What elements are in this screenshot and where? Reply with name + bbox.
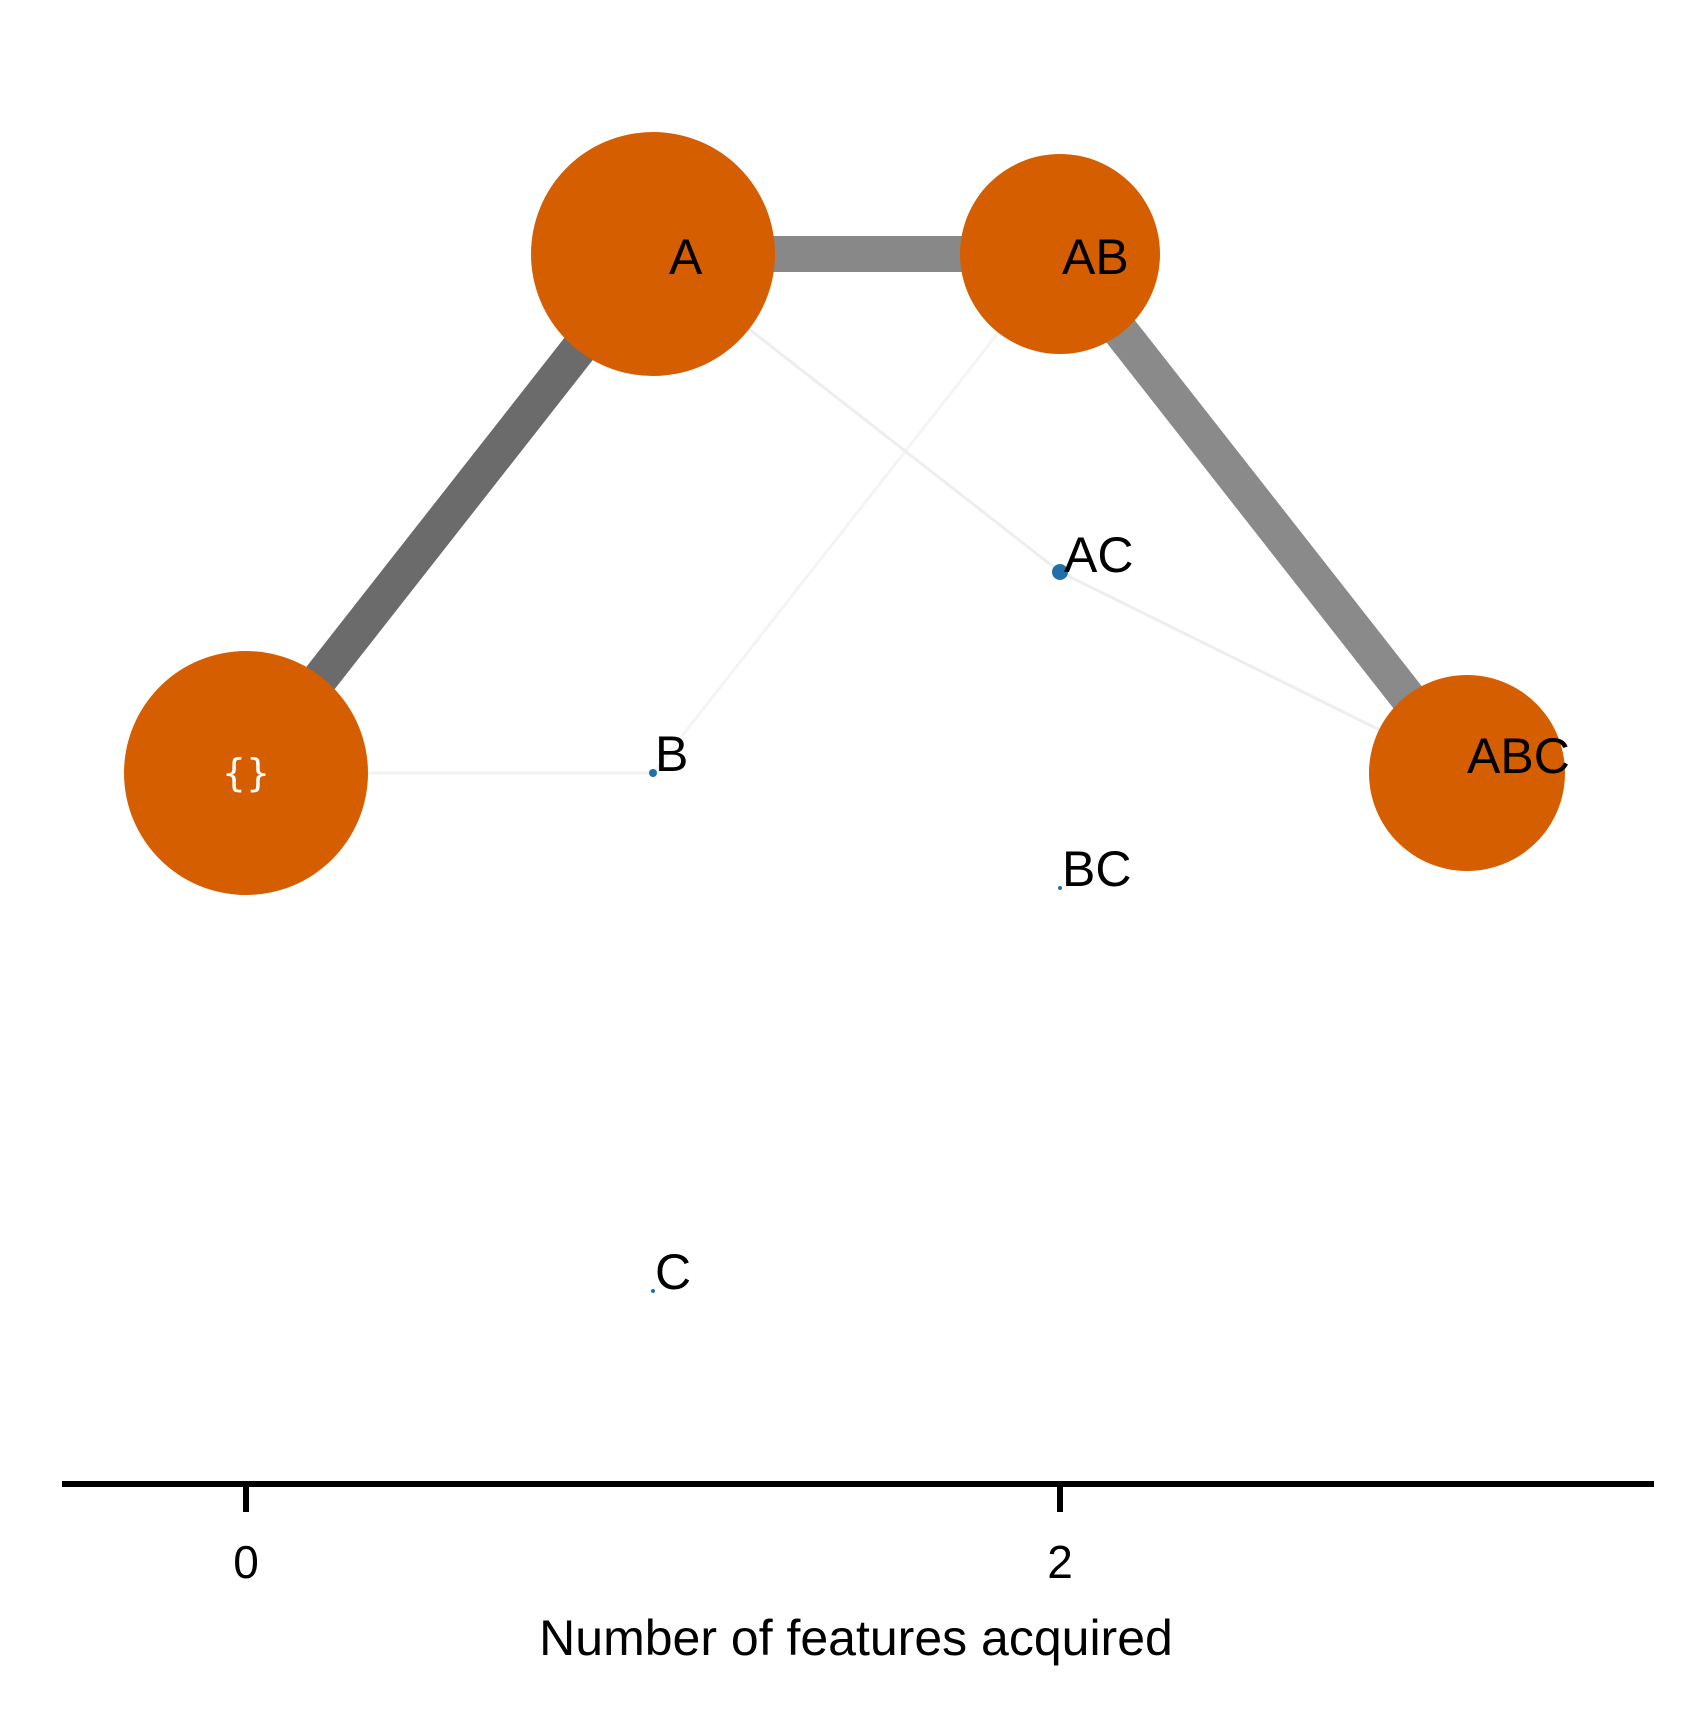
node-B [649, 769, 657, 777]
x-axis-title: Number of features acquired [539, 1610, 1173, 1666]
node-ABC [1369, 675, 1565, 871]
edges-layer [231, 236, 1482, 785]
node-label-empty: {} [222, 751, 270, 795]
node-empty [124, 651, 368, 895]
node-A [531, 132, 775, 376]
edge-AB-ABC [1045, 242, 1482, 785]
node-AB [960, 154, 1160, 354]
node-label-AB: AB [1062, 229, 1129, 285]
node-BC [1058, 886, 1062, 890]
node-label-BC: BC [1062, 841, 1131, 897]
node-C [651, 1289, 655, 1293]
node-label-A: A [669, 229, 703, 285]
node-label-ABC: ABC [1467, 728, 1570, 784]
edge-B-AB [651, 253, 1062, 774]
x-tick-label-2: 2 [1047, 1536, 1073, 1588]
node-label-B: B [655, 726, 688, 782]
node-label-C: C [655, 1244, 691, 1300]
x-tick-label-0: 0 [233, 1536, 259, 1588]
node-label-AC: AC [1064, 527, 1133, 583]
nodes-layer [124, 132, 1565, 1293]
node-AC [1052, 564, 1068, 580]
